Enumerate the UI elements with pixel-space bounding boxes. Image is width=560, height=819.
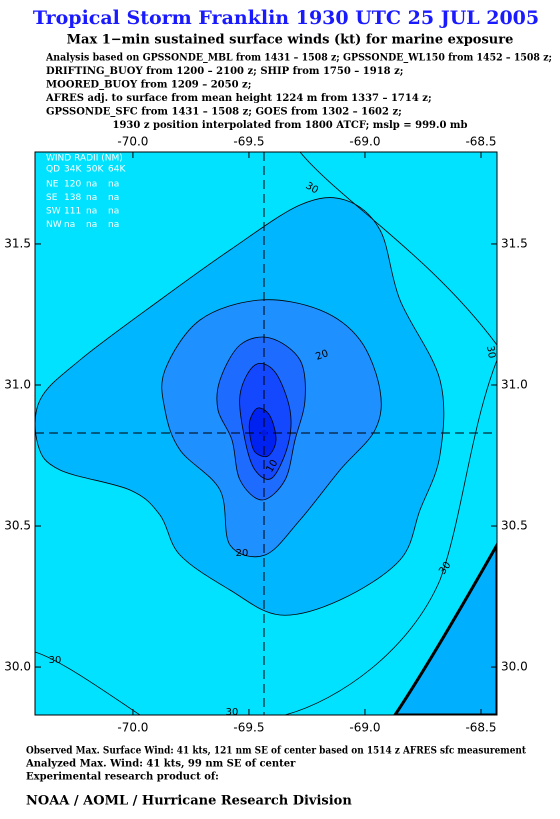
- contour-label: 20: [236, 548, 249, 559]
- subtitle: Max 1−min sustained surface winds (kt) f…: [67, 33, 514, 48]
- analysis-note: Analysis based on GPSSONDE_MBL from 1431…: [45, 53, 552, 64]
- contour-label: 30: [49, 655, 62, 666]
- y-tick-label: 30.0: [501, 660, 528, 674]
- center-marker: [261, 430, 267, 436]
- x-tick-label: -70.0: [117, 135, 148, 149]
- footer-line: Experimental research product of:: [26, 772, 219, 783]
- contour-label: 30: [226, 707, 239, 718]
- radii-cell: na: [86, 180, 97, 190]
- x-tick-label: -70.0: [117, 721, 148, 735]
- x-tick-label: -68.5: [465, 135, 496, 149]
- contour-30: [35, 651, 141, 715]
- analysis-note: GPSSONDE_SFC from 1431 – 1508 z; GOES fr…: [46, 107, 402, 118]
- x-tick-label: -69.0: [349, 721, 380, 735]
- radii-header: 64K: [108, 165, 126, 175]
- x-tick-label: -69.0: [349, 135, 380, 149]
- analysis-note: MOORED_BUOY from 1209 – 2050 z;: [46, 80, 251, 91]
- x-tick-label: -69.5: [233, 135, 264, 149]
- y-tick-label: 30.5: [4, 519, 31, 533]
- radii-header: 50K: [86, 165, 104, 175]
- radii-title: WIND RADII (NM): [46, 154, 123, 164]
- contour-30: [299, 152, 497, 346]
- radii-header: QD: [46, 165, 60, 175]
- contour-label: 30: [484, 345, 497, 359]
- radii-cell: na: [86, 207, 97, 217]
- radii-cell: SW: [46, 207, 61, 217]
- radii-cell: SE: [46, 193, 58, 203]
- y-tick-label: 31.5: [501, 236, 528, 250]
- radii-cell: na: [108, 207, 119, 217]
- x-tick-label: -68.5: [465, 721, 496, 735]
- footer-line: Analyzed Max. Wind: 41 kts, 99 nm SE of …: [25, 759, 296, 770]
- y-tick-label: 31.5: [4, 236, 31, 250]
- radii-cell: na: [86, 193, 97, 203]
- radii-cell: NE: [46, 180, 59, 190]
- outer-contour: [393, 541, 497, 715]
- radii-cell: 138: [64, 193, 81, 203]
- footer-line: Observed Max. Surface Wind: 41 kts, 121 …: [26, 746, 526, 757]
- radii-header: 34K: [64, 165, 82, 175]
- radii-cell: na: [108, 220, 119, 230]
- analysis-note: 1930 z position interpolated from 1800 A…: [113, 120, 468, 131]
- x-tick-label: -69.5: [233, 721, 264, 735]
- radii-cell: na: [86, 220, 97, 230]
- y-tick-label: 31.0: [4, 377, 31, 391]
- radii-cell: 120: [64, 180, 81, 190]
- analysis-note: AFRES adj. to surface from mean height 1…: [45, 93, 432, 104]
- radii-cell: na: [108, 193, 119, 203]
- title: Tropical Storm Franklin 1930 UTC 25 JUL …: [33, 7, 539, 29]
- radii-cell: na: [108, 180, 119, 190]
- y-tick-label: 30.0: [4, 660, 31, 674]
- contour-label: 20: [314, 348, 330, 363]
- analysis-note: DRIFTING_BUOY from 1200 – 2100 z; SHIP f…: [46, 66, 403, 77]
- radii-cell: 111: [64, 207, 81, 217]
- radii-cell: na: [64, 220, 75, 230]
- y-tick-label: 30.5: [501, 519, 528, 533]
- y-tick-label: 31.0: [501, 377, 528, 391]
- footer-org: NOAA / AOML / Hurricane Research Divisio…: [26, 794, 352, 809]
- contour-30: [284, 359, 497, 715]
- radii-cell: NW: [46, 220, 62, 230]
